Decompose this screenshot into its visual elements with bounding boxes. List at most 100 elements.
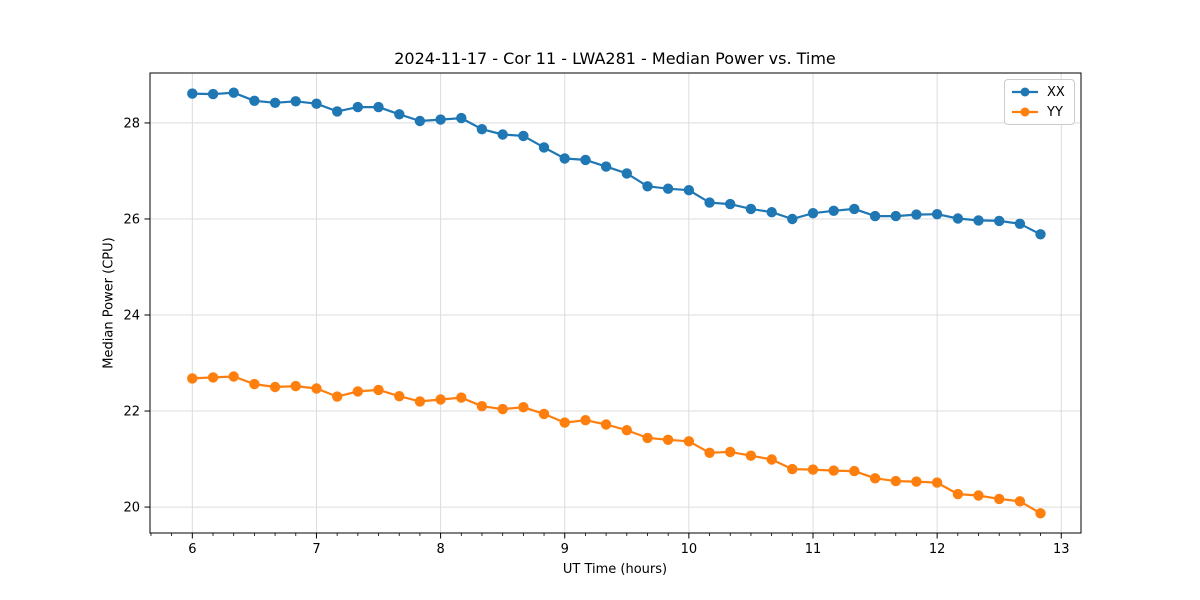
x-tick-label: 7: [312, 542, 320, 557]
series-yy-point: [373, 384, 384, 396]
legend-label-yy: YY: [1047, 104, 1063, 120]
series-xx-point: [869, 210, 881, 222]
series-xx-point: [269, 97, 281, 109]
series-yy-point: [414, 396, 426, 407]
series-yy-point: [228, 371, 239, 382]
series-yy-point: [683, 436, 695, 447]
series-yy-point: [518, 402, 529, 413]
series-yy-point: [456, 392, 467, 403]
series-yy-point: [538, 408, 550, 420]
series-yy-point: [807, 464, 819, 475]
series-yy-line: [191, 375, 1042, 515]
series-xx-point: [766, 207, 777, 218]
series-yy-point: [766, 454, 777, 465]
series-yy-point: [849, 465, 860, 477]
series-xx-point: [807, 208, 819, 219]
series-xx-point: [228, 87, 239, 98]
series-xx-point: [1035, 229, 1046, 240]
series-xx-point: [207, 88, 219, 100]
series-yy-point: [890, 475, 901, 487]
series-xx-point: [683, 185, 695, 196]
series-xx-point: [373, 101, 384, 113]
series-yy-point: [187, 373, 198, 384]
series-xx-point: [973, 215, 984, 226]
series-yy-point: [311, 383, 322, 394]
x-axis-label: UT Time (hours): [562, 562, 668, 577]
series-yy-point: [725, 446, 736, 458]
series-xx-point: [662, 183, 674, 194]
series-yy-point: [662, 434, 674, 445]
series-yy-point: [269, 381, 281, 393]
series-yy-point: [869, 473, 881, 484]
x-tick-label: 6: [188, 542, 196, 557]
series-xx-point: [621, 168, 632, 179]
series-yy-point: [828, 465, 839, 476]
series-yy-point: [973, 490, 984, 501]
series-xx-point: [332, 106, 343, 117]
x-tick-label: 9: [561, 542, 569, 557]
legend-line-sample-icon: [1012, 87, 1038, 97]
series-yy-point: [249, 378, 260, 390]
series-xx-point: [456, 112, 467, 124]
series-yy-point: [497, 403, 508, 415]
y-tick-label: 20: [123, 501, 140, 516]
series-yy-point: [1035, 508, 1046, 519]
series-yy-point: [931, 477, 943, 488]
series-yy-point: [476, 401, 488, 412]
series-xx-point: [580, 154, 591, 166]
series-xx-point: [538, 142, 550, 153]
series-yy-point: [621, 425, 632, 436]
series-xx-point: [890, 210, 901, 222]
legend-item-yy: YY: [1011, 102, 1068, 122]
series-xx-point: [994, 215, 1005, 227]
series-yy-point: [394, 391, 405, 402]
series-yy-point: [745, 450, 757, 461]
series-yy-point: [704, 447, 715, 458]
series-yy-point: [352, 386, 363, 397]
x-tick-label: 13: [1053, 542, 1070, 557]
series-yy-point: [787, 463, 798, 475]
y-tick-label: 28: [123, 116, 140, 131]
series-xx-point: [394, 109, 405, 120]
series-xx-point: [497, 129, 508, 140]
series-xx-point: [518, 130, 529, 142]
y-axis-label: Median Power (CPU): [101, 237, 117, 369]
series-xx-point: [931, 209, 943, 220]
chart-title: 2024-11-17 - Cor 11 - LWA281 - Median Po…: [394, 49, 836, 68]
series-yy-point: [580, 415, 591, 426]
series-xx-point: [290, 96, 301, 107]
series-xx-point: [476, 124, 488, 135]
series-xx-point: [600, 161, 612, 172]
series-yy-point: [600, 419, 612, 430]
series-xx-point: [828, 205, 839, 216]
legend-item-xx: XX: [1011, 82, 1068, 102]
series-yy-point: [911, 476, 922, 487]
series-yy-point: [1014, 496, 1026, 507]
series-yy-point: [207, 372, 219, 383]
series-yy-point: [559, 417, 570, 428]
series-yy-point: [290, 380, 301, 392]
series-xx-point: [952, 213, 964, 224]
series-xx-point: [725, 198, 736, 210]
x-tick-label: 8: [436, 542, 444, 557]
series-xx-point: [642, 181, 653, 192]
series-yy-point: [435, 394, 446, 405]
series-xx-point: [187, 88, 198, 99]
series-xx-point: [249, 95, 260, 107]
series-xx-point: [435, 114, 446, 125]
series-xx-point: [311, 98, 322, 109]
x-tick-label: 11: [805, 542, 822, 557]
series-xx-point: [352, 101, 363, 113]
legend-label-xx: XX: [1047, 84, 1065, 100]
series-xx-point: [745, 203, 757, 215]
series-xx-point: [414, 115, 426, 127]
series-yy-point: [642, 432, 653, 444]
series-xx-point: [559, 153, 570, 164]
series-xx-point: [911, 209, 922, 220]
series-yy-point: [994, 493, 1005, 505]
y-tick-label: 22: [123, 405, 140, 420]
x-tick-label: 12: [929, 542, 946, 557]
legend-line-sample-icon: [1012, 107, 1038, 117]
series-xx-point: [1014, 218, 1026, 229]
